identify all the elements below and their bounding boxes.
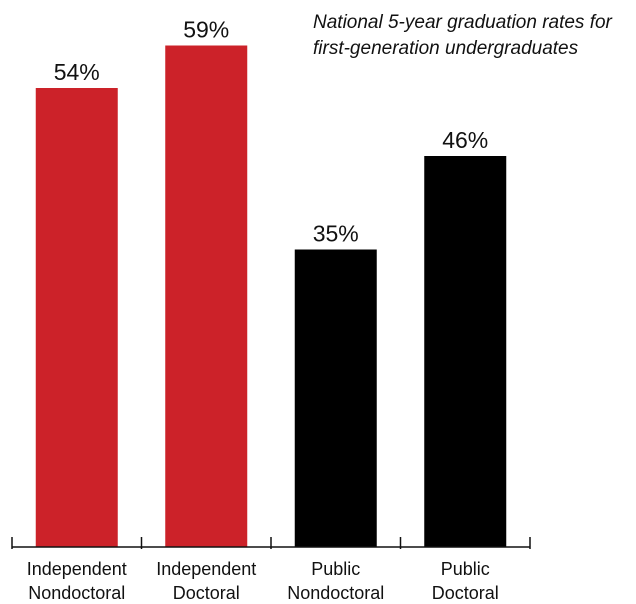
value-label-4: 46% [442,127,488,153]
bars-group [35,45,507,547]
value-label-3: 35% [313,221,359,247]
bar-2 [165,45,248,547]
bar-3 [294,249,377,547]
value-label-2: 59% [183,17,229,43]
category-label-2-line-2: Doctoral [173,583,240,603]
category-label-3-line-1: Public [311,559,360,579]
category-label-4-line-2: Doctoral [432,583,499,603]
category-label-2-line-1: Independent [156,559,256,579]
category-label-1-line-2: Nondoctoral [28,583,125,603]
chart-title-line-1: National 5-year graduation rates for [313,12,613,33]
category-label-3-line-2: Nondoctoral [287,583,384,603]
chart-title: National 5-year graduation rates for fir… [313,12,613,59]
x-axis [11,537,531,549]
category-labels-group: Independent Nondoctoral Independent Doctora… [27,559,499,603]
bar-1 [35,88,118,547]
chart-title-line-2: first-generation undergraduates [313,38,579,59]
category-label-4-line-1: Public [441,559,490,579]
value-labels-group: 54% 59% 35% 46% [54,17,489,247]
value-label-1: 54% [54,59,100,85]
category-label-1-line-1: Independent [27,559,127,579]
bar-4 [424,156,507,547]
